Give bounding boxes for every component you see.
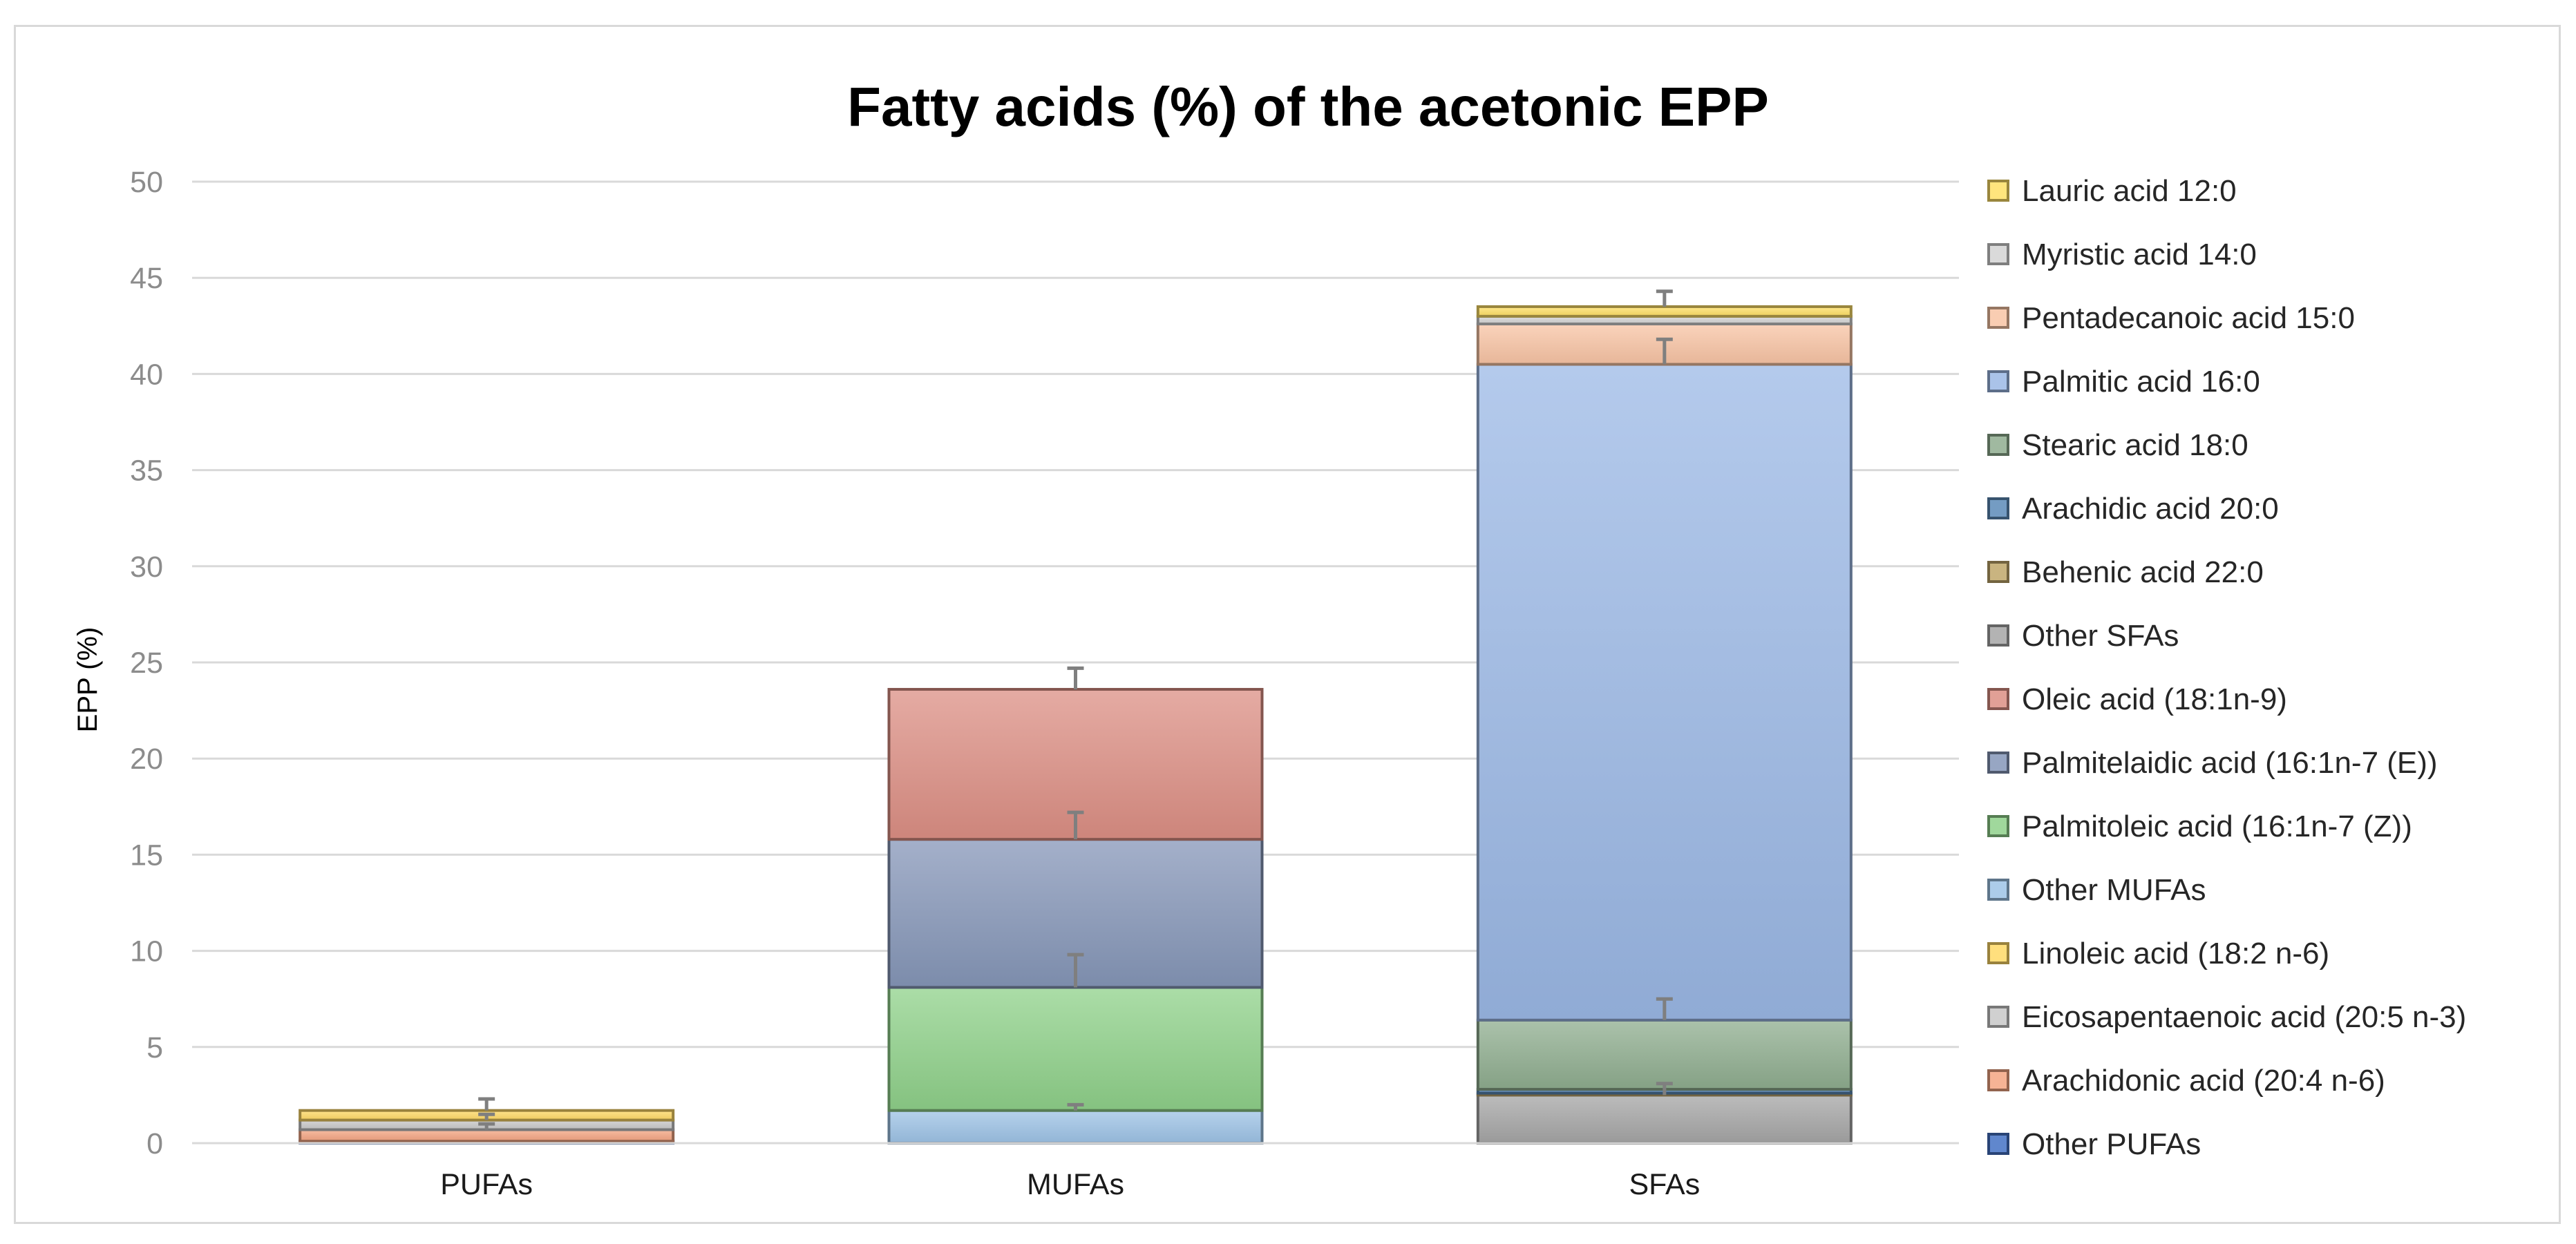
- gridlines: [192, 180, 1959, 1049]
- legend-item: Linoleic acid (18:2 n-6): [1987, 937, 2329, 970]
- legend-item: Other PUFAs: [1987, 1127, 2201, 1161]
- legend-item: Pentadecanoic acid 15:0: [1987, 301, 2355, 335]
- legend-swatch: [1987, 1006, 2009, 1028]
- legend-swatch: [1987, 307, 2009, 329]
- legend-swatch: [1987, 624, 2009, 647]
- bar-segment: [1476, 305, 1853, 318]
- legend-label: Palmitelaidic acid (16:1n-7 (E)): [2022, 746, 2438, 780]
- bar-segment: [887, 986, 1264, 1112]
- y-tick-label: 25: [130, 647, 163, 680]
- error-bar: [1067, 953, 1084, 988]
- y-axis-label: EPP (%): [73, 627, 103, 733]
- legend-item: Eicosapentaenoic acid (20:5 n-3): [1987, 1000, 2466, 1034]
- legend-item: Oleic acid (18:1n-9): [1987, 682, 2287, 716]
- y-tick-label: 35: [130, 454, 163, 488]
- error-bar: [1656, 997, 1673, 1020]
- legend-label: Linoleic acid (18:2 n-6): [2022, 937, 2329, 970]
- y-tick-label: 15: [130, 839, 163, 872]
- bar-segment: [1476, 363, 1853, 1022]
- legend-swatch: [1987, 434, 2009, 456]
- x-tick-label: SFAs: [1629, 1168, 1700, 1201]
- legend-swatch: [1987, 815, 2009, 837]
- bars: [299, 305, 1853, 1145]
- legend-item: Arachidonic acid (20:4 n-6): [1987, 1064, 2385, 1098]
- legend-swatch: [1987, 752, 2009, 774]
- legend-swatch: [1987, 688, 2009, 710]
- error-bar: [1067, 810, 1084, 840]
- bar-segment: [299, 1128, 675, 1143]
- y-tick-label: 30: [130, 551, 163, 584]
- x-tick-label: MUFAs: [1027, 1168, 1124, 1201]
- legend-label: Other MUFAs: [2022, 873, 2206, 907]
- bar-segment: [1476, 1018, 1853, 1091]
- y-tick-label: 10: [130, 935, 163, 968]
- legend-label: Eicosapentaenoic acid (20:5 n-3): [2022, 1000, 2466, 1034]
- legend-swatch: [1987, 243, 2009, 265]
- y-axis-ticks: 0 5 10 15 20 25 30 35 40 45 50: [130, 166, 163, 1160]
- chart-svg: Fatty acids (%) of the acetonic EPP 0 5 10…: [73, 76, 2466, 1201]
- y-tick-label: 50: [130, 166, 163, 199]
- legend-item: Arachidic acid 20:0: [1987, 492, 2279, 526]
- legend-item: Palmitoleic acid (16:1n-7 (Z)): [1987, 810, 2412, 843]
- legend-label: Oleic acid (18:1n-9): [2022, 682, 2287, 716]
- error-bar: [1067, 1102, 1084, 1111]
- legend-swatch: [1987, 879, 2009, 901]
- legend-label: Myristic acid 14:0: [2022, 238, 2257, 271]
- legend-swatch: [1987, 1133, 2009, 1155]
- y-tick-label: 5: [146, 1031, 163, 1064]
- error-bar: [1656, 289, 1673, 307]
- error-bar: [1067, 666, 1084, 689]
- legend-item: Stearic acid 18:0: [1987, 428, 2248, 462]
- legend: Lauric acid 12:0 Myristic acid 14:0 Pentad…: [1987, 174, 2466, 1161]
- legend-item: Palmitic acid 16:0: [1987, 365, 2260, 399]
- legend-item: Palmitelaidic acid (16:1n-7 (E)): [1987, 746, 2438, 780]
- legend-label: Pentadecanoic acid 15:0: [2022, 301, 2355, 335]
- y-tick-label: 45: [130, 262, 163, 295]
- error-bar: [478, 1097, 495, 1111]
- legend-label: Arachidic acid 20:0: [2022, 492, 2279, 526]
- legend-item: Other MUFAs: [1987, 873, 2206, 907]
- legend-item: Lauric acid 12:0: [1987, 174, 2237, 208]
- x-axis-ticks: PUFAs MUFAs SFAs: [440, 1168, 1700, 1201]
- legend-swatch: [1987, 942, 2009, 964]
- legend-label: Arachidonic acid (20:4 n-6): [2022, 1064, 2385, 1098]
- legend-item: Behenic acid 22:0: [1987, 555, 2264, 589]
- bar-segment: [1476, 1093, 1853, 1145]
- legend-label: Stearic acid 18:0: [2022, 428, 2248, 462]
- legend-swatch: [1987, 561, 2009, 583]
- chart-title: Fatty acids (%) of the acetonic EPP: [847, 76, 1769, 137]
- chart-frame: Fatty acids (%) of the acetonic EPP 0 5 10…: [14, 25, 2561, 1224]
- legend-label: Palmitic acid 16:0: [2022, 365, 2260, 399]
- legend-label: Other PUFAs: [2022, 1127, 2201, 1161]
- error-bar: [478, 1122, 495, 1130]
- legend-swatch: [1987, 370, 2009, 392]
- x-tick-label: PUFAs: [440, 1168, 533, 1201]
- error-bar: [1656, 337, 1673, 365]
- legend-swatch: [1987, 180, 2009, 202]
- error-bar: [478, 1112, 495, 1120]
- y-tick-label: 40: [130, 358, 163, 391]
- error-bar: [1656, 1082, 1673, 1095]
- error-bars: [478, 289, 1673, 1130]
- legend-swatch: [1987, 497, 2009, 519]
- legend-label: Behenic acid 22:0: [2022, 555, 2264, 589]
- legend-item: Myristic acid 14:0: [1987, 238, 2257, 271]
- legend-label: Other SFAs: [2022, 619, 2179, 653]
- y-tick-label: 20: [130, 743, 163, 776]
- legend-label: Lauric acid 12:0: [2022, 174, 2237, 208]
- legend-label: Palmitoleic acid (16:1n-7 (Z)): [2022, 810, 2412, 843]
- y-tick-label: 0: [146, 1127, 163, 1160]
- bar-segment: [887, 1109, 1264, 1145]
- legend-swatch: [1987, 1069, 2009, 1091]
- legend-item: Other SFAs: [1987, 619, 2179, 653]
